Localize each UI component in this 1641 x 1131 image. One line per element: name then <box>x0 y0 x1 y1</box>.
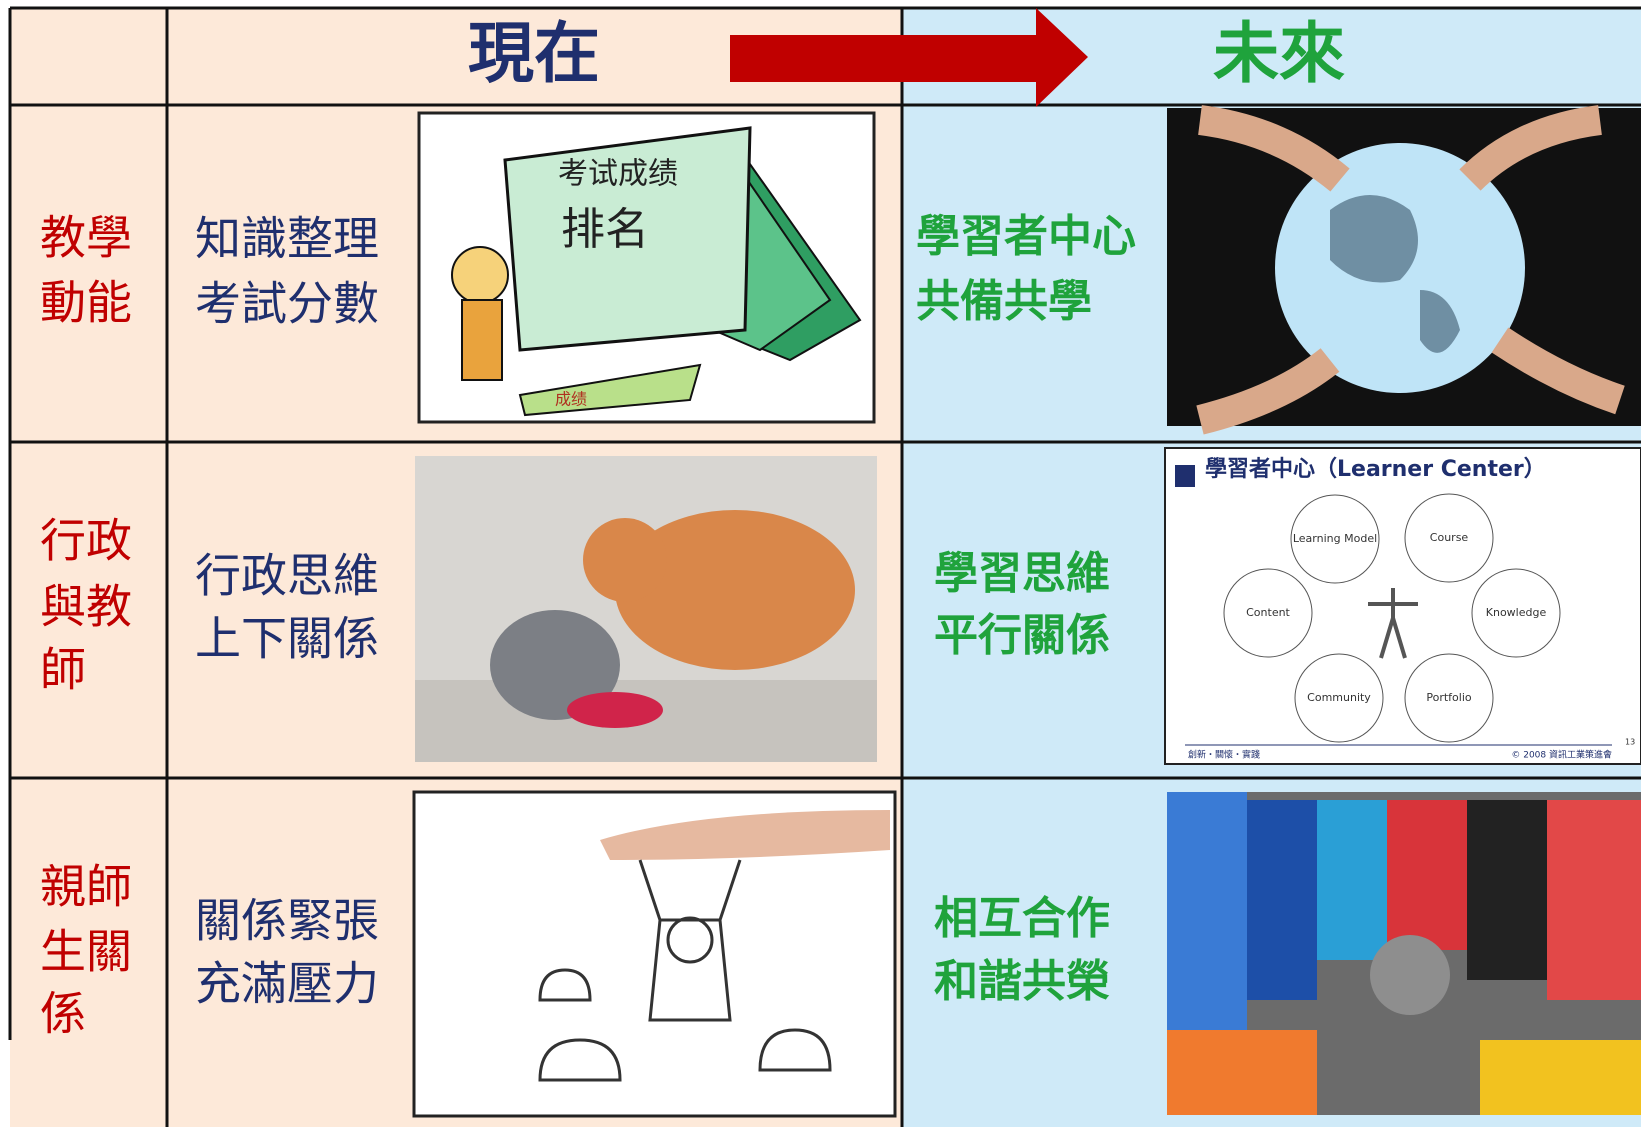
future-text: 學習者中心 <box>916 211 1136 262</box>
diagram-page: 13 <box>1625 738 1635 747</box>
table-grid <box>8 6 1641 1127</box>
diagram-node: Course <box>1430 531 1469 544</box>
diagram-node: Learning Model <box>1293 532 1377 545</box>
diagram-node: Portfolio <box>1426 691 1472 704</box>
current-text: 充滿壓力 <box>195 957 379 1011</box>
row-label: 親師 <box>40 860 132 914</box>
future-text: 學習思維 <box>934 548 1110 599</box>
future-text: 相互合作 <box>934 893 1110 944</box>
arrow <box>730 8 1088 107</box>
current-text: 知識整理 <box>195 212 379 266</box>
diagram-footer: 創新・關懷・實踐 <box>1188 749 1260 761</box>
cats-photo <box>415 456 877 762</box>
current-text: 行政思維 <box>195 549 379 603</box>
diagram-node: Knowledge <box>1486 606 1547 619</box>
current-text: 考試分數 <box>195 277 379 331</box>
row-label: 行政 <box>40 514 132 568</box>
pressure-sketch <box>412 790 897 1118</box>
exam-rank: 排名 <box>561 204 649 255</box>
learner-center-diagram: 學習者中心（Learner Center） Learning Model Cou… <box>1164 447 1641 765</box>
header-future: 未來 <box>1213 15 1345 92</box>
globe-photo <box>1167 105 1641 435</box>
exam-title: 考试成绩 <box>558 157 678 192</box>
exam-cartoon: 考试成绩 排名 成绩 <box>417 111 876 424</box>
diagram-title: 學習者中心（Learner Center） <box>1205 456 1546 482</box>
row-label: 師 <box>40 643 86 697</box>
future-text: 共備共學 <box>916 276 1092 327</box>
team-photo <box>1167 792 1641 1115</box>
header-current: 現在 <box>468 15 600 92</box>
row-label: 動能 <box>40 276 132 330</box>
future-text: 和諧共榮 <box>934 956 1110 1007</box>
current-text: 關係緊張 <box>195 894 379 948</box>
exam-ribbon: 成绩 <box>555 390 587 409</box>
diagram-node: Content <box>1246 606 1290 619</box>
future-text: 平行關係 <box>934 610 1110 661</box>
diagram-footer: © 2008 資訊工業策進會 <box>1511 749 1612 761</box>
row-label: 生關 <box>40 925 132 979</box>
row-label: 與教 <box>40 580 132 634</box>
current-text: 上下關係 <box>195 612 379 666</box>
row-label: 教學 <box>40 211 132 265</box>
diagram-node: Community <box>1307 691 1371 704</box>
row-label: 係 <box>40 987 86 1041</box>
